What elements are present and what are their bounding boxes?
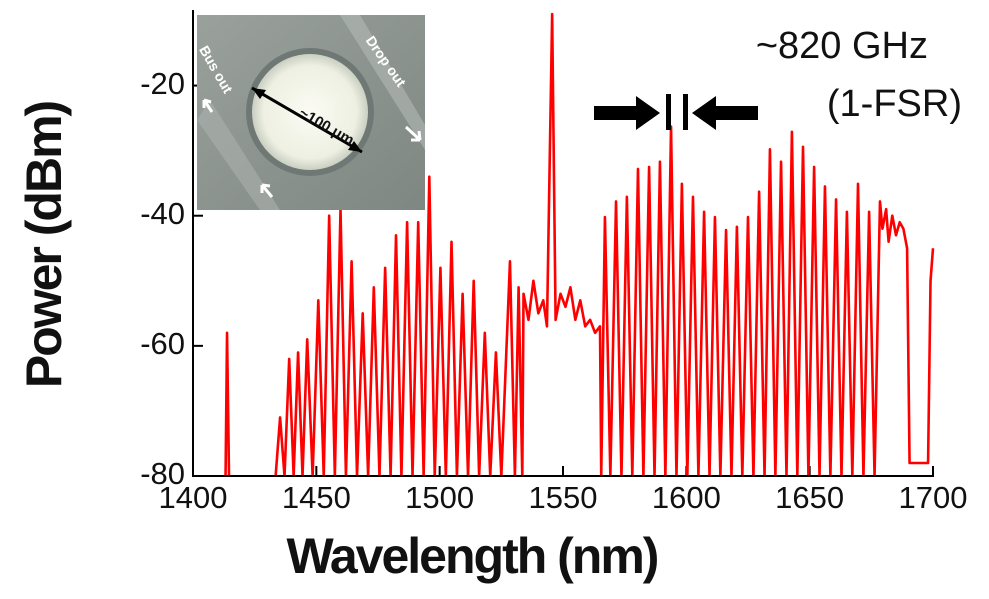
ring-disk xyxy=(252,54,368,170)
x-axis-label: Wavelength (nm) xyxy=(287,528,658,584)
arrow-heads xyxy=(252,88,362,152)
bus-waveguide xyxy=(197,100,280,210)
bus-out-arrow xyxy=(202,98,214,113)
y-tick-label: -20 xyxy=(140,66,185,101)
fsr-bar xyxy=(683,94,688,130)
x-tick-label: 1700 xyxy=(899,480,968,515)
annotation: ~820 GHz xyxy=(756,25,928,67)
left-arrow xyxy=(594,96,660,130)
plot-area xyxy=(224,12,935,477)
diameter-arrow xyxy=(251,86,363,154)
fsr-marker xyxy=(594,94,758,130)
x-tick-label: 1650 xyxy=(775,480,844,515)
x-tick-label: 1500 xyxy=(405,480,474,515)
inset: ~100 μm Bus out Drop out xyxy=(196,15,425,210)
drop-waveguide xyxy=(340,15,425,150)
bus-in-arrow xyxy=(260,183,274,198)
y-axis-label: Power (dBm) xyxy=(16,101,72,388)
x-tick-label: 1400 xyxy=(159,480,228,515)
x-tick-label: 1600 xyxy=(652,480,721,515)
x-tick-label: 1550 xyxy=(529,480,598,515)
right-arrow xyxy=(692,96,758,130)
fsr-bar xyxy=(666,94,671,130)
drop-out-arrow xyxy=(404,125,422,142)
x-tick-label: 1450 xyxy=(282,480,351,515)
annotation: (1-FSR) xyxy=(827,83,962,125)
y-tick-label: -40 xyxy=(140,196,185,231)
spectrum-line xyxy=(224,12,935,477)
y-tick-label: -60 xyxy=(140,326,185,361)
y-tick-label: -80 xyxy=(140,456,185,491)
ticks: -80 -60 -40 -20 1400 1450 1500 1550 1600 1650 1700 xyxy=(140,66,967,515)
